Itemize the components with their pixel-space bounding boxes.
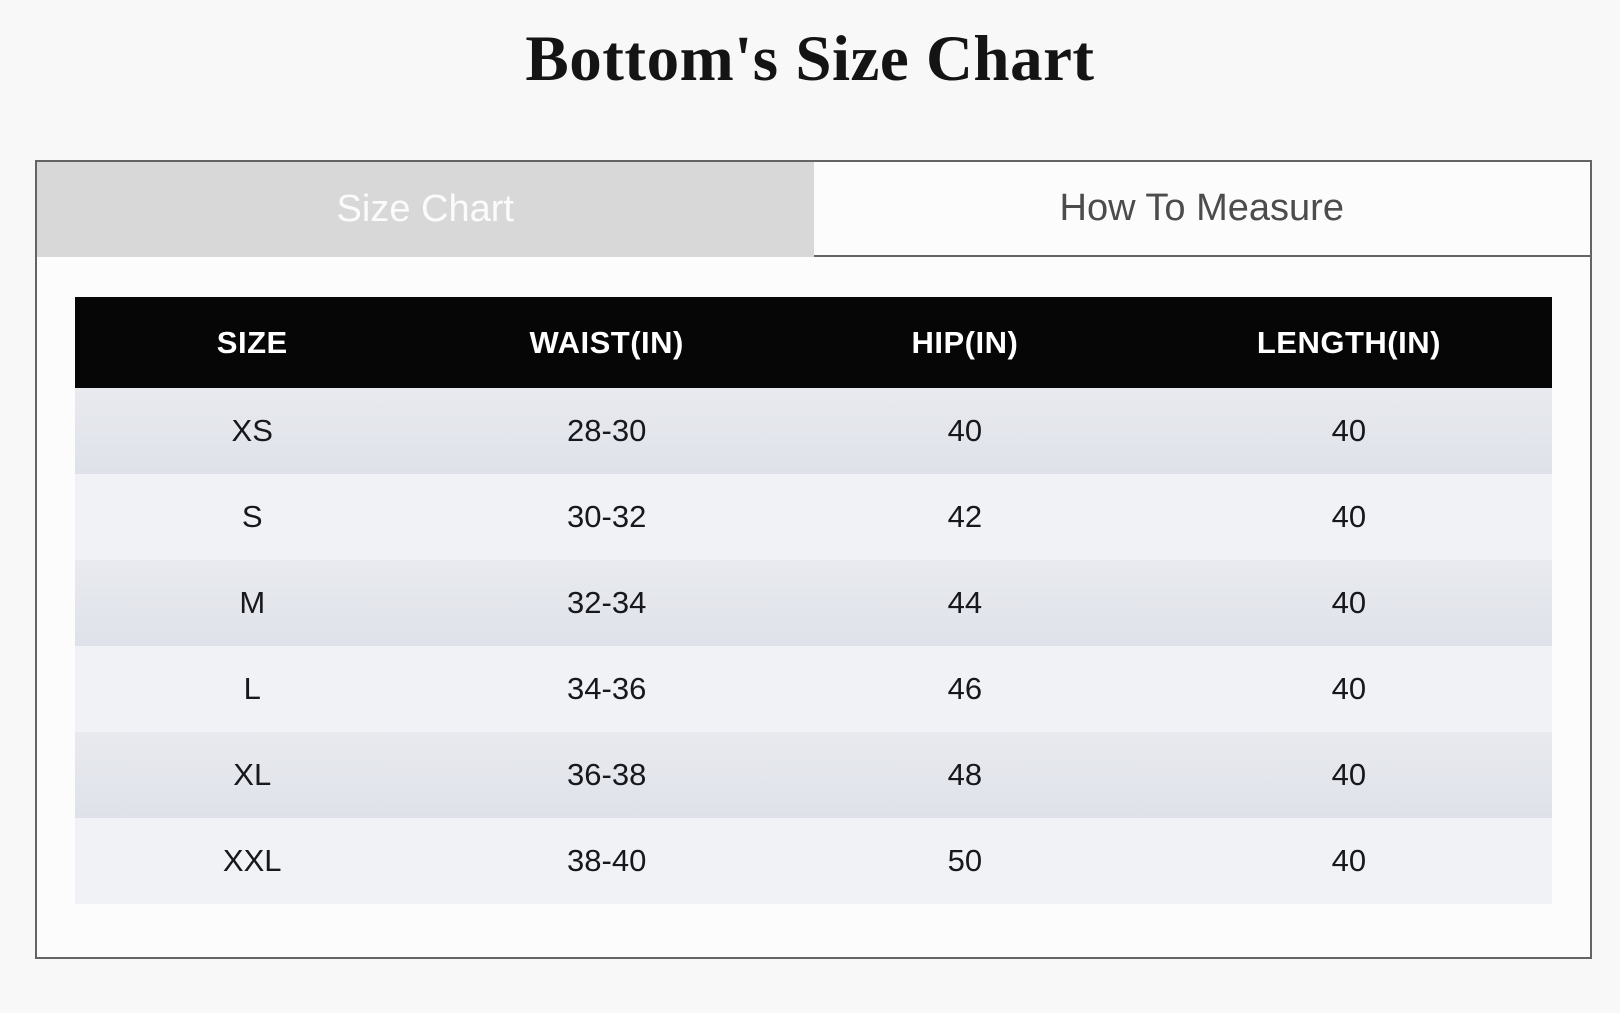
tab-how-to-measure-label: How To Measure [1059, 187, 1344, 229]
tab-size-chart[interactable]: Size Chart [37, 162, 814, 257]
cell-hip: 46 [947, 671, 983, 706]
cell-length: 40 [1331, 757, 1367, 792]
cell-size: L [243, 671, 261, 706]
column-header-hip: HIP(IN) [783, 297, 1146, 388]
cell-length: 40 [1331, 671, 1367, 706]
cell-size: XS [231, 413, 273, 448]
column-header-length: LENGTH(IN) [1145, 297, 1552, 388]
tab-content: SIZE WAIST(IN) HIP(IN) LENGTH(IN) XS 28-… [37, 257, 1590, 956]
cell-length: 40 [1331, 413, 1367, 448]
table-row-l: L 34-36 46 40 [75, 646, 1552, 732]
cell-hip: 40 [947, 413, 983, 448]
cell-hip: 48 [947, 757, 983, 792]
cell-hip: 50 [947, 843, 983, 878]
tab-how-to-measure[interactable]: How To Measure [813, 162, 1590, 257]
tab-bar: Size Chart How To Measure [37, 162, 1590, 257]
cell-waist: 38-40 [567, 843, 647, 878]
cell-waist: 32-34 [567, 585, 647, 620]
cell-size: S [241, 499, 263, 534]
cell-hip: 44 [947, 585, 983, 620]
column-header-size: SIZE [75, 297, 430, 388]
cell-waist: 34-36 [567, 671, 647, 706]
cell-size: M [239, 585, 266, 620]
cell-length: 40 [1331, 499, 1367, 534]
table-row-s: S 30-32 42 40 [75, 474, 1552, 560]
cell-waist: 28-30 [567, 413, 647, 448]
tab-size-chart-label: Size Chart [336, 188, 514, 230]
cell-hip: 42 [947, 499, 983, 534]
table-row-m: M 32-34 44 40 [75, 560, 1552, 646]
table-header-row: SIZE WAIST(IN) HIP(IN) LENGTH(IN) [75, 297, 1552, 388]
size-chart-panel: Size Chart How To Measure SIZE WAIST(IN)… [35, 160, 1592, 959]
table-row-xl: XL 36-38 48 40 [75, 732, 1552, 818]
size-table: SIZE WAIST(IN) HIP(IN) LENGTH(IN) XS 28-… [75, 297, 1552, 904]
table-row-xxl: XXL 38-40 50 40 [75, 818, 1552, 904]
cell-size: XL [233, 757, 272, 792]
table-row-xs: XS 28-30 40 40 [75, 388, 1552, 474]
column-header-waist: WAIST(IN) [429, 297, 784, 388]
cell-waist: 30-32 [567, 499, 647, 534]
cell-length: 40 [1331, 585, 1367, 620]
cell-length: 40 [1331, 843, 1367, 878]
cell-waist: 36-38 [567, 757, 647, 792]
page-title: Bottom's Size Chart [525, 23, 1095, 95]
cell-size: XXL [222, 843, 282, 878]
